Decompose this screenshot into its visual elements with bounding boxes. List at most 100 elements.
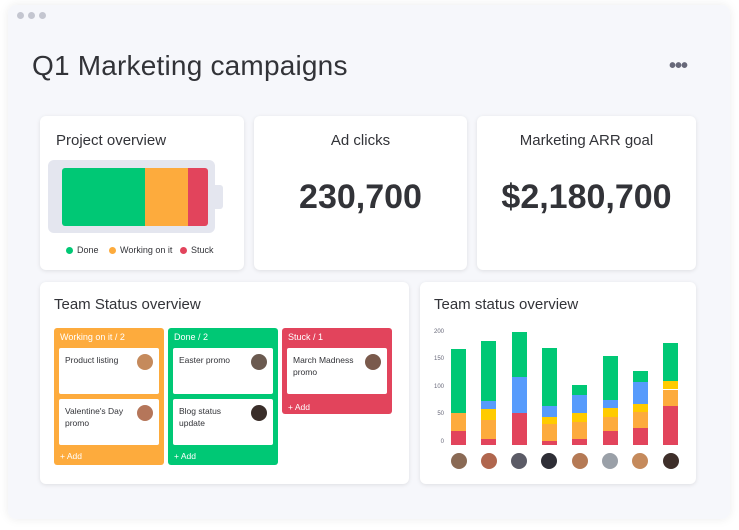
battery-segment-stuck — [187, 168, 208, 226]
title-bar — [8, 5, 730, 25]
bar-segment — [602, 400, 618, 409]
x-axis-avatar — [602, 453, 618, 469]
avatar — [251, 354, 267, 370]
legend-done-dot — [66, 246, 73, 254]
kanban-card[interactable]: March Madness promo — [287, 348, 387, 394]
window-dot — [28, 12, 35, 19]
more-options-button[interactable]: ••• — [669, 55, 688, 77]
bar-segment — [511, 376, 527, 413]
bar-segment — [663, 381, 679, 390]
bar-segment — [541, 423, 557, 441]
ad-clicks-card: Ad clicks 230,700 — [254, 116, 467, 270]
arr-goal-card: Marketing ARR goal $2,180,700 — [477, 116, 696, 270]
bar-segment — [632, 411, 648, 429]
bar-segment — [572, 395, 588, 413]
bar-segment — [602, 355, 618, 401]
legend-done: Done — [66, 245, 99, 255]
x-axis-avatar — [541, 453, 558, 469]
bar-segment — [451, 431, 466, 445]
add-item-button[interactable]: + Add — [288, 402, 310, 412]
kanban-card[interactable]: Valentine's Day promo — [59, 399, 159, 445]
bar-segment — [451, 348, 466, 413]
legend-working-dot — [109, 246, 116, 254]
window-dot — [39, 12, 46, 19]
avatar — [251, 405, 267, 421]
ad-clicks-value: 230,700 — [299, 178, 422, 216]
bar-segment — [572, 421, 588, 440]
chart-title: Team status overview — [434, 296, 579, 313]
kanban-column-stuck: Stuck / 1 March Madness promo + Add — [282, 328, 392, 414]
y-tick-label: 0 — [440, 439, 444, 445]
column-header[interactable]: Done / 2 — [174, 332, 209, 342]
bar-segment — [541, 417, 557, 424]
kanban-card-title: Blog status update — [179, 406, 222, 428]
bar-segment — [572, 439, 588, 445]
legend-done-label: Done — [77, 245, 99, 255]
avatar — [137, 354, 153, 370]
bar-segment — [481, 420, 497, 440]
bar-segment — [663, 406, 679, 445]
x-axis-avatar — [571, 453, 588, 469]
kanban-card[interactable]: Product listing — [59, 348, 159, 394]
column-header[interactable]: Stuck / 1 — [288, 332, 324, 342]
y-tick-label: 100 — [433, 384, 444, 390]
bar-segment — [511, 412, 527, 445]
bar-segment — [602, 408, 618, 418]
x-axis-avatar — [662, 453, 679, 469]
page-title: Q1 Marketing campaigns — [32, 50, 348, 81]
arr-goal-value: $2,180,700 — [501, 178, 672, 216]
legend-working: Working on it — [109, 245, 172, 255]
bar-segment — [481, 408, 497, 421]
bar-segment — [481, 400, 497, 409]
add-item-button[interactable]: + Add — [174, 451, 196, 461]
bar-segment — [511, 332, 527, 377]
kanban-column-working: Working on it / 2 Product listing Valent… — [54, 328, 164, 465]
kanban-card-title: Easter promo — [179, 355, 231, 365]
y-tick-label: 50 — [437, 411, 444, 417]
bar-segment — [602, 417, 618, 432]
x-axis-avatar — [450, 453, 467, 469]
team-status-chart-card: Team status overview — [420, 282, 696, 484]
battery-tip — [215, 185, 223, 209]
y-tick-label: 150 — [433, 356, 444, 362]
bar-segment — [602, 431, 618, 445]
x-axis-avatar — [480, 453, 497, 469]
bar-segment — [632, 403, 648, 412]
kanban-card-title: Product listing — [65, 355, 119, 365]
window-dot — [17, 12, 24, 19]
bar-segment — [632, 370, 648, 382]
bar-segment — [632, 428, 648, 445]
bar-segment — [663, 342, 679, 382]
x-axis-avatar — [511, 453, 528, 469]
kanban-card-title: Valentine's Day promo — [65, 406, 124, 428]
ad-clicks-title: Ad clicks — [330, 132, 391, 149]
y-tick-label: 200 — [433, 329, 444, 335]
kanban-column-done: Done / 2 Easter promo Blog status update… — [168, 328, 278, 465]
kanban-card-title: March Madness promo — [293, 355, 354, 377]
avatar — [137, 405, 153, 421]
bar-segment — [451, 412, 466, 432]
legend-stuck: Stuck — [180, 245, 214, 255]
bar-segment — [541, 347, 557, 407]
avatar — [365, 354, 381, 370]
bar-segment — [541, 406, 557, 418]
x-axis-avatar — [632, 453, 649, 469]
bar-segment — [572, 412, 588, 422]
legend-stuck-dot — [180, 246, 187, 254]
kanban-card[interactable]: Blog status update — [173, 399, 273, 445]
kanban-card[interactable]: Easter promo — [173, 348, 273, 394]
bar-segment — [632, 381, 648, 404]
project-overview-title: Project overview — [56, 132, 167, 149]
bar-segment — [541, 440, 557, 445]
add-item-button[interactable]: + Add — [60, 451, 82, 461]
bar-segment — [481, 340, 497, 401]
legend-working-label: Working on it — [120, 245, 173, 255]
arr-goal-title: Marketing ARR goal — [519, 132, 654, 149]
bar-segment — [481, 439, 497, 445]
battery-segment-working-on-it — [145, 168, 188, 226]
legend-stuck-label: Stuck — [191, 245, 214, 255]
bar-segment — [663, 389, 679, 407]
battery-segment-done — [62, 168, 146, 226]
column-header[interactable]: Working on it / 2 — [60, 332, 125, 342]
bar-segment — [572, 385, 588, 396]
